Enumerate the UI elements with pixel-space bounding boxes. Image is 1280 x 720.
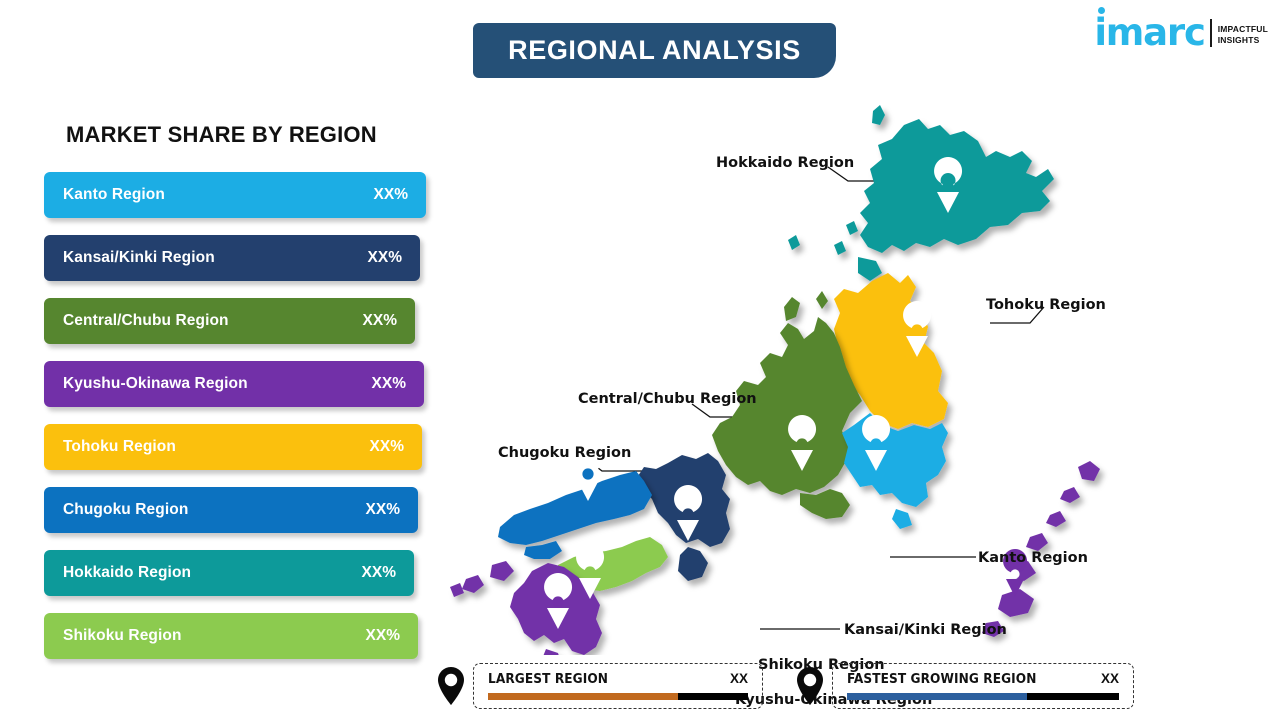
location-pin-icon: [797, 667, 823, 705]
legend-row-value: XX%: [367, 249, 402, 266]
market-share-legend-list: Kanto Region XX% Kansai/Kinki Region XX% Cen…: [44, 172, 434, 676]
legend-row[interactable]: Kyushu-Okinawa Region XX%: [44, 361, 424, 407]
legend-row-label: Kyushu-Okinawa Region: [63, 375, 248, 392]
legend-row-value: XX%: [373, 186, 408, 203]
largest-region-label: LARGEST REGION: [488, 671, 609, 687]
logo-tagline-line1: IMPACTFUL: [1217, 24, 1268, 34]
legend-row-value: XX%: [362, 312, 397, 329]
legend-row-label: Chugoku Region: [63, 501, 189, 518]
largest-region-card[interactable]: LARGEST REGION XX: [473, 663, 763, 709]
fastest-growing-region-progress: [847, 693, 1119, 700]
legend-row[interactable]: Tohoku Region XX%: [44, 424, 422, 470]
fastest-growing-region-card[interactable]: FASTEST GROWING REGION XX: [832, 663, 1134, 709]
fastest-growing-region-block: FASTEST GROWING REGION XX: [795, 660, 1140, 712]
legend-row-label: Kansai/Kinki Region: [63, 249, 215, 266]
map-label-tohoku[interactable]: Tohoku Region: [986, 297, 1106, 313]
legend-row-label: Kanto Region: [63, 186, 165, 203]
region-chubu[interactable]: [712, 291, 862, 519]
region-kanto[interactable]: [842, 413, 948, 529]
pin-tohoku[interactable]: [903, 301, 932, 357]
largest-region-block: LARGEST REGION XX: [436, 660, 768, 712]
logo-tagline-line2: INSIGHTS: [1217, 35, 1260, 45]
legend-row[interactable]: Central/Chubu Region XX%: [44, 298, 415, 344]
japan-map-svg: [450, 105, 1100, 655]
logo-tagline: IMPACTFUL INSIGHTS: [1218, 24, 1268, 46]
page-title: REGIONAL ANALYSIS: [508, 35, 801, 65]
legend-row-value: XX%: [361, 564, 396, 581]
legend-row[interactable]: Kanto Region XX%: [44, 172, 426, 218]
map-label-kansai[interactable]: Kansai/Kinki Region: [844, 622, 1007, 638]
map-label-chugoku[interactable]: Chugoku Region: [498, 445, 632, 461]
region-hokkaido[interactable]: [788, 105, 1054, 281]
logo-wordmark: imarc: [1094, 7, 1206, 51]
legend-row-label: Tohoku Region: [63, 438, 176, 455]
legend-row[interactable]: Shikoku Region XX%: [44, 613, 418, 659]
legend-row[interactable]: Chugoku Region XX%: [44, 487, 418, 533]
legend-row-label: Hokkaido Region: [63, 564, 192, 581]
pin-chugoku[interactable]: [574, 445, 603, 501]
logo-dot-icon: [1098, 7, 1106, 14]
largest-region-progress-fill: [488, 693, 678, 700]
location-pin-icon: [438, 667, 464, 705]
imarc-logo: imarc IMPACTFUL INSIGHTS: [1094, 7, 1268, 51]
map-label-kanto[interactable]: Kanto Region: [978, 550, 1088, 566]
legend-row-value: XX%: [365, 627, 400, 644]
japan-region-map: Hokkaido Region Tohoku Region Central/Chub…: [430, 95, 1150, 708]
pin-hokkaido[interactable]: [934, 157, 963, 213]
map-pins: [544, 157, 1028, 629]
legend-row-value: XX%: [371, 375, 406, 392]
pin-kyushu[interactable]: [544, 573, 573, 629]
legend-row-label: Shikoku Region: [63, 627, 182, 644]
pin-shikoku[interactable]: [576, 543, 605, 599]
page-title-banner: REGIONAL ANALYSIS: [473, 23, 836, 78]
fastest-growing-region-value: XX: [1100, 671, 1119, 686]
pin-kansai[interactable]: [674, 485, 703, 541]
legend-row-value: XX%: [365, 501, 400, 518]
pin-chubu[interactable]: [788, 415, 817, 471]
map-label-hokkaido[interactable]: Hokkaido Region: [716, 155, 855, 171]
map-label-shikoku[interactable]: Shikoku Region: [758, 657, 885, 673]
legend-row-label: Central/Chubu Region: [63, 312, 229, 329]
logo-wordmark-text: imarc: [1094, 11, 1206, 54]
market-share-heading: MARKET SHARE BY REGION: [66, 122, 377, 147]
legend-row[interactable]: Hokkaido Region XX%: [44, 550, 414, 596]
largest-region-progress: [488, 693, 748, 700]
legend-row-value: XX%: [369, 438, 404, 455]
region-shikoku[interactable]: [558, 537, 668, 591]
fastest-growing-region-label: FASTEST GROWING REGION: [847, 671, 1037, 687]
region-chugoku[interactable]: [498, 471, 652, 559]
map-label-chubu[interactable]: Central/Chubu Region: [578, 391, 757, 407]
pin-okinawa[interactable]: [1003, 549, 1028, 597]
logo-divider: [1209, 19, 1212, 47]
largest-region-value: XX: [729, 671, 748, 686]
fastest-growing-region-progress-fill: [847, 693, 1027, 700]
legend-row[interactable]: Kansai/Kinki Region XX%: [44, 235, 420, 281]
pin-kanto[interactable]: [862, 415, 891, 471]
